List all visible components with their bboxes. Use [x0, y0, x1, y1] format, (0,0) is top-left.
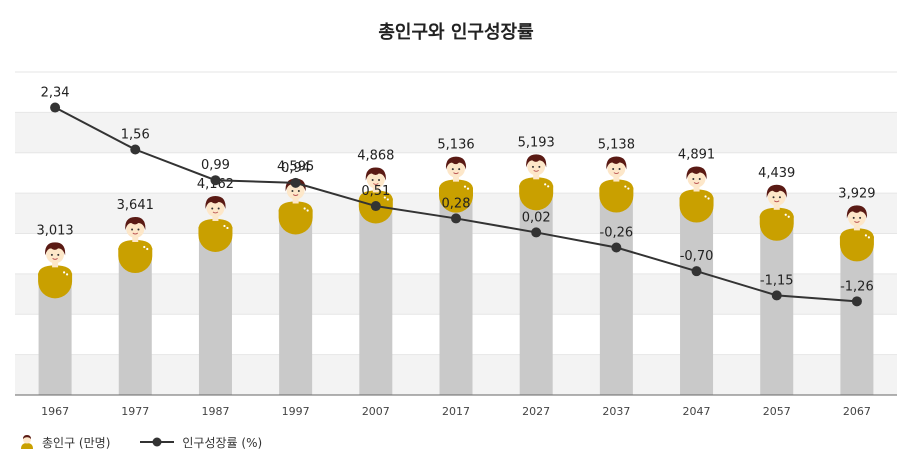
- chart-canvas: 3,0133,6414,1624,5954,8685,1365,1935,138…: [15, 71, 897, 418]
- person-icon: [599, 156, 634, 213]
- x-tick-label: 2017: [442, 405, 470, 418]
- person-icon: [21, 435, 33, 449]
- x-tick-label: 1997: [282, 405, 310, 418]
- bar-value-label: 3,013: [36, 223, 73, 238]
- line-point: [771, 290, 782, 301]
- x-tick-label: 2027: [522, 405, 550, 418]
- person-icon: [839, 205, 874, 262]
- x-tick-label: 2047: [683, 405, 711, 418]
- bar: [680, 197, 714, 395]
- line-point: [691, 266, 702, 277]
- line-value-label: 1,56: [121, 128, 150, 143]
- person-icon: [278, 178, 313, 235]
- line-point: [370, 201, 381, 212]
- x-axis-ticks: 1967 1977 1987 1997 2007 2017 2027 2037 2047 2057…: [41, 405, 871, 418]
- person-icon: [679, 166, 714, 223]
- x-tick-label: 1967: [41, 405, 69, 418]
- line-point: [531, 227, 542, 238]
- bar-value-label: 4,595: [277, 159, 314, 174]
- line-value-label: 2,34: [41, 86, 70, 101]
- bar-value-label: 5,193: [518, 135, 555, 150]
- line-value-label: 0,02: [522, 210, 551, 225]
- legend-label-population: 총인구 (만명): [42, 435, 111, 450]
- bar-value-label: 4,868: [357, 148, 394, 163]
- bar-value-label: 4,439: [758, 166, 795, 181]
- line-labels: 2,34 1,56 0,99 0,94 0,51 0,28 0,02 -0,26 -0,70 -1…: [41, 86, 874, 295]
- person-icon: [439, 156, 473, 213]
- bar-value-label: 5,136: [437, 138, 474, 153]
- line-point: [611, 242, 622, 253]
- line-value-label: 0,94: [281, 161, 310, 176]
- line-value-label: 0,99: [201, 158, 230, 173]
- bar-value-label: 4,891: [678, 148, 715, 163]
- line-value-label: 0,51: [361, 184, 390, 199]
- person-icon: [519, 154, 554, 211]
- bar-value-label: 3,641: [117, 198, 154, 213]
- x-tick-label: 2007: [362, 405, 390, 418]
- line-value-label: 0,28: [442, 196, 471, 211]
- bar: [519, 185, 553, 395]
- chart-title: 총인구와 인구성장률: [378, 22, 534, 43]
- line-value-label: -0,70: [680, 249, 714, 264]
- x-tick-label: 1987: [201, 405, 229, 418]
- bar: [279, 209, 313, 395]
- person-icon: [38, 242, 73, 299]
- line-point: [851, 296, 862, 307]
- person-icons: [38, 154, 874, 299]
- bar: [599, 187, 633, 395]
- legend-item-population[interactable]: 총인구 (만명): [20, 434, 110, 451]
- bar: [840, 236, 874, 395]
- line-series: [50, 102, 862, 307]
- bar: [760, 215, 794, 395]
- legend-item-growth[interactable]: 인구성장률 (%): [140, 434, 262, 451]
- legend: 총인구 (만명) 인구성장률 (%): [20, 432, 292, 452]
- line-point: [210, 175, 221, 186]
- person-icon: [759, 184, 794, 241]
- bar-value-label: 5,138: [598, 138, 635, 153]
- grid-band: [15, 112, 897, 153]
- legend-label-growth: 인구성장률 (%): [182, 435, 263, 450]
- line-marker-icon: [140, 437, 175, 447]
- x-tick-label: 2037: [602, 405, 630, 418]
- x-tick-label: 2067: [843, 405, 871, 418]
- person-icon: [118, 216, 153, 273]
- x-tick-label: 1977: [121, 405, 149, 418]
- x-tick-label: 2057: [763, 405, 791, 418]
- person-icon: [198, 195, 233, 252]
- bar-labels: 3,0133,6414,1624,5954,8685,1365,1935,138…: [36, 135, 875, 238]
- bar-value-label: 3,929: [838, 186, 875, 201]
- bar: [359, 198, 393, 395]
- line-value-label: -1,15: [760, 273, 794, 288]
- line-value-label: -1,26: [840, 279, 874, 294]
- bar: [198, 226, 232, 395]
- line-value-label: -0,26: [600, 225, 634, 240]
- line-point: [50, 102, 61, 113]
- line-point: [451, 213, 461, 224]
- line-point: [290, 177, 301, 188]
- line-point: [130, 144, 141, 155]
